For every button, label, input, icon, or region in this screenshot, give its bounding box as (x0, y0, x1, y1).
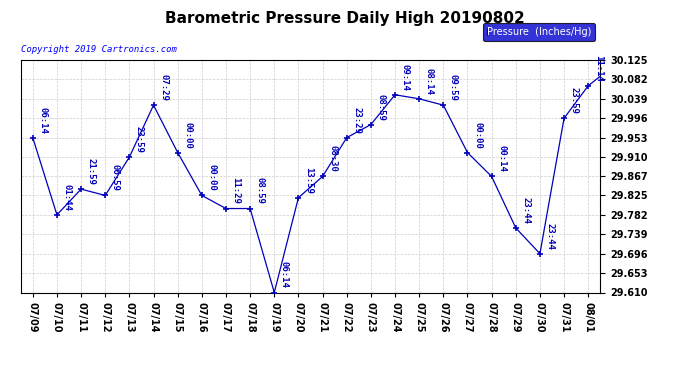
Text: 00:00: 00:00 (473, 122, 482, 148)
Text: 23:44: 23:44 (522, 197, 531, 224)
Text: 06:59: 06:59 (111, 164, 120, 191)
Text: 23:29: 23:29 (353, 106, 362, 134)
Text: 01:44: 01:44 (63, 184, 72, 211)
Text: 06:14: 06:14 (39, 106, 48, 134)
Text: 23:59: 23:59 (570, 87, 579, 114)
Text: Copyright 2019 Cartronics.com: Copyright 2019 Cartronics.com (21, 45, 177, 54)
Text: Barometric Pressure Daily High 20190802: Barometric Pressure Daily High 20190802 (165, 11, 525, 26)
Text: 08:59: 08:59 (256, 177, 265, 204)
Text: 07:29: 07:29 (159, 74, 168, 101)
Text: 00:00: 00:00 (208, 164, 217, 191)
Text: 13:59: 13:59 (304, 166, 313, 194)
Text: 23:59: 23:59 (135, 126, 144, 153)
Text: 08:30: 08:30 (328, 146, 337, 172)
Text: 11:29: 11:29 (232, 177, 241, 204)
Text: 21:59: 21:59 (87, 158, 96, 185)
Text: 08:59: 08:59 (377, 93, 386, 120)
Text: 11:14: 11:14 (594, 55, 603, 82)
Text: 00:00: 00:00 (184, 122, 193, 148)
Text: 09:59: 09:59 (0, 374, 1, 375)
Text: 08:14: 08:14 (425, 68, 434, 94)
Text: 09:14: 09:14 (401, 64, 410, 91)
Text: 06:14: 06:14 (280, 261, 289, 288)
Legend: Pressure  (Inches/Hg): Pressure (Inches/Hg) (483, 23, 595, 41)
Text: 23:44: 23:44 (546, 223, 555, 249)
Text: 09:59: 09:59 (449, 74, 458, 101)
Text: 00:14: 00:14 (497, 146, 506, 172)
